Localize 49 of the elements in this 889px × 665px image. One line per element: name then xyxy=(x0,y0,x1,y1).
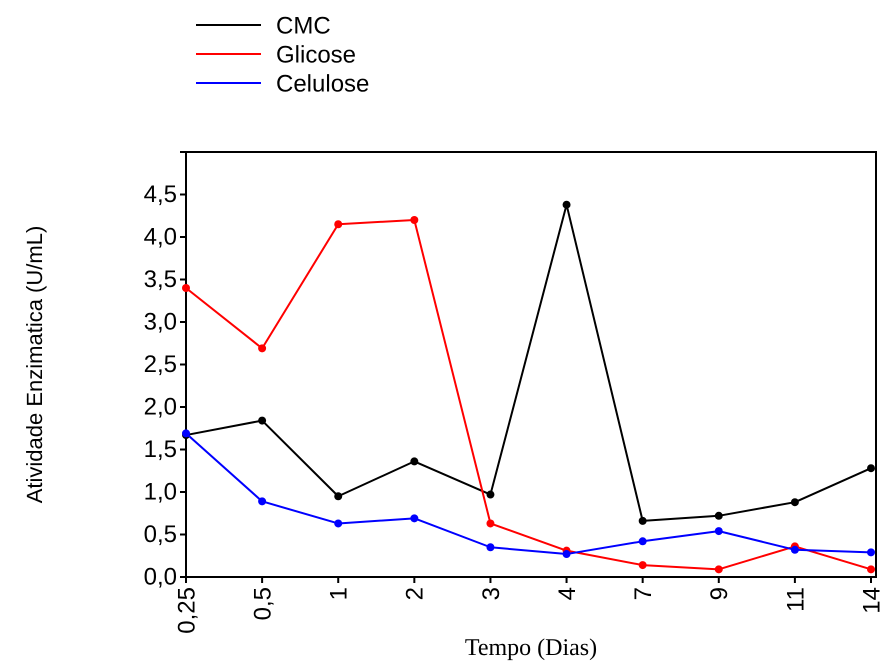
x-tick-label: 3 xyxy=(478,587,505,600)
point xyxy=(867,548,875,556)
point xyxy=(258,416,266,425)
point xyxy=(638,537,647,546)
x-axis-title: Tempo (Dias) xyxy=(464,635,598,661)
x-tick-label: 0,5 xyxy=(250,587,277,620)
point xyxy=(410,514,418,522)
point xyxy=(410,216,418,224)
point xyxy=(638,516,647,525)
point xyxy=(334,492,342,500)
point xyxy=(790,498,799,506)
point xyxy=(410,457,418,466)
x-tick-label: 14 xyxy=(858,587,886,614)
point xyxy=(867,464,875,472)
point xyxy=(714,512,723,520)
x-tick-label: 7 xyxy=(630,587,658,600)
point xyxy=(714,527,723,536)
point xyxy=(486,543,494,552)
point xyxy=(714,565,723,574)
point xyxy=(182,284,190,292)
legend-label: CMC xyxy=(276,12,331,40)
point xyxy=(334,519,342,528)
x-tick-label: 2 xyxy=(402,587,429,600)
point xyxy=(486,490,494,499)
point xyxy=(486,519,494,528)
point xyxy=(258,497,266,506)
legend-label: Glicose xyxy=(276,41,356,68)
point xyxy=(562,550,571,558)
x-tick-label: 1 xyxy=(326,587,353,600)
point xyxy=(867,565,875,574)
y-axis-title: Atividade Enzimatica (U/mL) xyxy=(22,226,47,504)
y-tick-label: 0,5 xyxy=(144,521,177,548)
y-tick-label: 4,5 xyxy=(144,181,177,208)
y-tick-label: 4,0 xyxy=(144,224,177,251)
y-tick-label: 1,5 xyxy=(144,436,177,464)
y-tick-label: 1,0 xyxy=(144,478,177,506)
point xyxy=(334,220,342,228)
point xyxy=(258,344,266,352)
x-tick-label: 11 xyxy=(782,587,810,612)
y-tick-label: 3,0 xyxy=(144,308,177,336)
y-tick-label: 2,0 xyxy=(144,394,177,421)
point xyxy=(790,546,799,554)
y-tick-label: 2,5 xyxy=(144,351,177,378)
x-tick-label: 4 xyxy=(554,587,581,600)
point xyxy=(638,561,647,570)
y-tick-label: 3,5 xyxy=(144,266,177,294)
x-tick-label: 9 xyxy=(706,587,734,600)
legend-label: Celulose xyxy=(276,70,370,98)
point xyxy=(562,200,571,209)
